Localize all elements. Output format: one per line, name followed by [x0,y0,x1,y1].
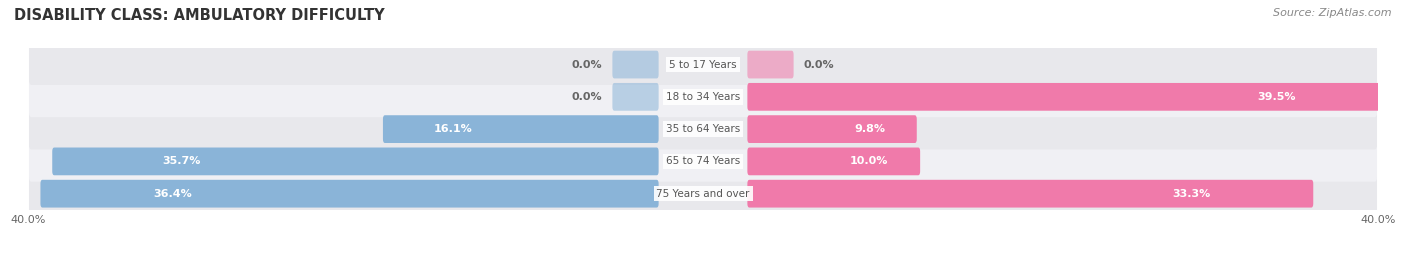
Text: 39.5%: 39.5% [1257,92,1296,102]
Text: DISABILITY CLASS: AMBULATORY DIFFICULTY: DISABILITY CLASS: AMBULATORY DIFFICULTY [14,8,385,23]
Text: 33.3%: 33.3% [1171,189,1211,199]
FancyBboxPatch shape [748,115,917,143]
Text: 0.0%: 0.0% [803,59,834,70]
Text: 18 to 34 Years: 18 to 34 Years [666,92,740,102]
FancyBboxPatch shape [30,109,1376,150]
Text: 5 to 17 Years: 5 to 17 Years [669,59,737,70]
FancyBboxPatch shape [41,180,658,208]
Text: 0.0%: 0.0% [572,92,603,102]
Legend: Male, Female: Male, Female [641,266,765,269]
Text: 0.0%: 0.0% [572,59,603,70]
FancyBboxPatch shape [30,173,1376,214]
Text: Source: ZipAtlas.com: Source: ZipAtlas.com [1274,8,1392,18]
FancyBboxPatch shape [382,115,658,143]
Text: 36.4%: 36.4% [153,189,191,199]
FancyBboxPatch shape [613,51,658,79]
Text: 65 to 74 Years: 65 to 74 Years [666,156,740,167]
FancyBboxPatch shape [748,180,1313,208]
Text: 16.1%: 16.1% [434,124,472,134]
Text: 35 to 64 Years: 35 to 64 Years [666,124,740,134]
FancyBboxPatch shape [30,141,1376,182]
FancyBboxPatch shape [613,83,658,111]
FancyBboxPatch shape [30,44,1376,85]
FancyBboxPatch shape [748,51,793,79]
Text: 9.8%: 9.8% [853,124,884,134]
Text: 35.7%: 35.7% [163,156,201,167]
Text: 10.0%: 10.0% [849,156,887,167]
FancyBboxPatch shape [748,147,920,175]
FancyBboxPatch shape [748,83,1406,111]
FancyBboxPatch shape [52,147,658,175]
Text: 75 Years and over: 75 Years and over [657,189,749,199]
FancyBboxPatch shape [30,76,1376,117]
